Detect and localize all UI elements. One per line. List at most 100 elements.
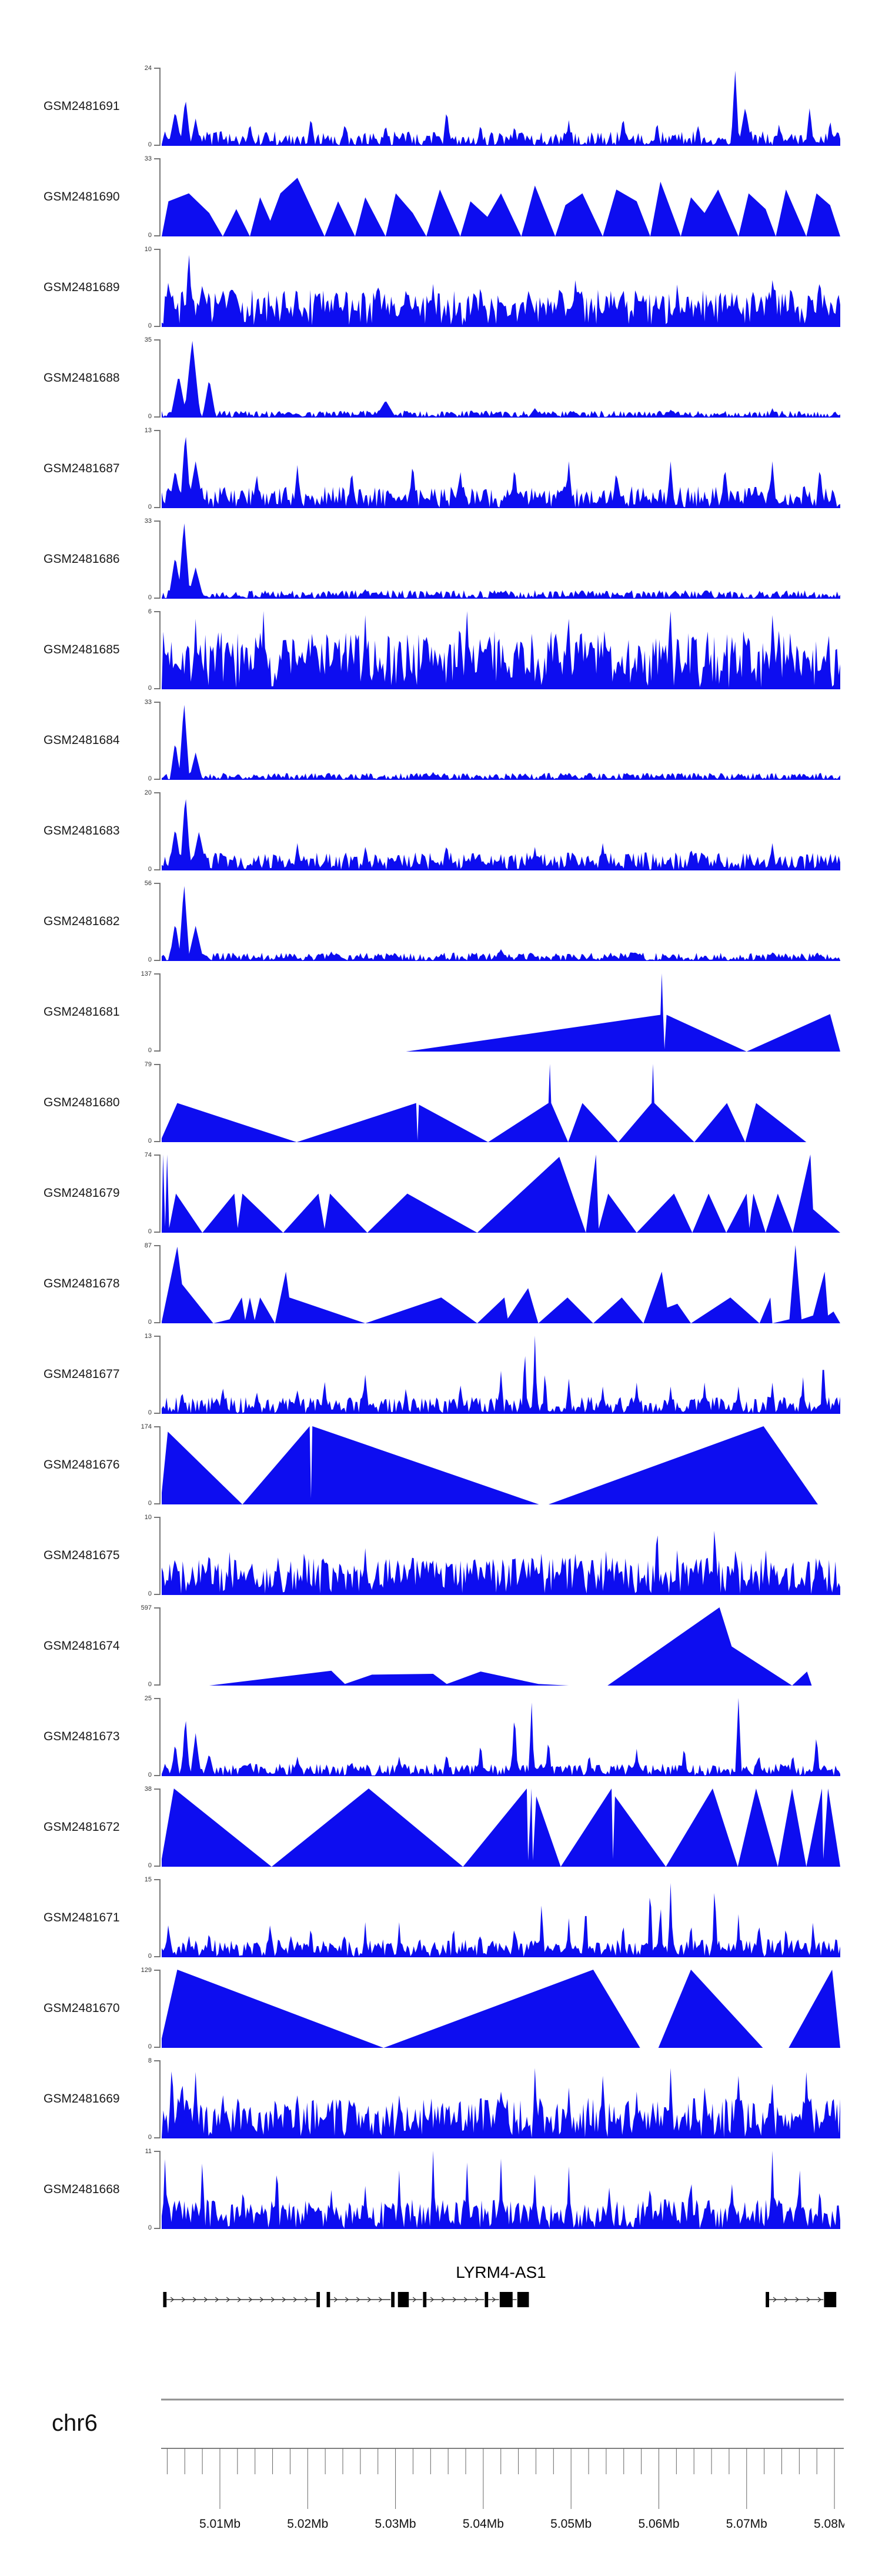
track-y-axis-tick xyxy=(154,68,159,69)
strand-arrow-icon xyxy=(203,2297,208,2303)
track-ymin-value: 0 xyxy=(148,594,152,601)
track-y-axis-tick xyxy=(154,235,159,236)
coverage-polygon xyxy=(162,1154,840,1233)
track-y-axis-line xyxy=(159,1607,161,1686)
coverage-track-row: GSM2481680 79 0 xyxy=(0,1061,882,1144)
genome-axis-svg: 5.01Mb 5.02Mb 5.03Mb 5.04Mb 5.05Mb 5.06Mb 5.07… xyxy=(161,2398,844,2531)
track-y-axis-tick xyxy=(154,1866,159,1867)
track-y-axis-line xyxy=(159,611,161,689)
coverage-area-plot xyxy=(162,178,840,236)
track-ymin-value: 0 xyxy=(148,2224,152,2231)
strand-arrow-icon xyxy=(248,2297,253,2303)
track-sample-label: GSM2481669 xyxy=(44,2091,120,2105)
track-y-axis-tick xyxy=(154,1698,159,1699)
exon-bar xyxy=(766,2292,769,2307)
coverage-track-row: GSM2481673 25 0 xyxy=(0,1695,882,1778)
track-ymin-value: 0 xyxy=(148,1681,152,1688)
track-ymin-value: 0 xyxy=(148,141,152,148)
track-sample-label: GSM2481674 xyxy=(44,1639,120,1653)
track-y-axis-line xyxy=(159,702,161,780)
track-y-axis-tick xyxy=(154,1245,159,1246)
coverage-track-row: GSM2481682 56 0 xyxy=(0,880,882,963)
track-ymin-value: 0 xyxy=(148,1228,152,1235)
track-ymax-value: 74 xyxy=(144,1152,152,1159)
axis-tick-label: 5.03Mb xyxy=(375,2517,416,2531)
track-y-axis-line xyxy=(159,1788,161,1867)
coverage-polygon xyxy=(162,1883,840,1957)
track-y-axis-tick xyxy=(154,960,159,961)
exon-bar xyxy=(423,2292,427,2307)
strand-arrow-icon xyxy=(412,2297,417,2303)
track-ymax-value: 6 xyxy=(148,608,152,615)
track-sample-label: GSM2481668 xyxy=(44,2182,120,2196)
coverage-polygon xyxy=(162,2068,840,2138)
track-y-axis-line xyxy=(159,68,161,146)
track-ymax-value: 33 xyxy=(144,518,152,525)
track-y-axis-line xyxy=(159,883,161,961)
track-y-axis-line xyxy=(159,1154,161,1233)
track-sample-label: GSM2481670 xyxy=(44,2001,120,2015)
coverage-area-plot xyxy=(162,705,840,780)
axis-tick-label: 5.06Mb xyxy=(638,2517,679,2531)
strand-arrow-icon xyxy=(452,2297,457,2303)
coverage-polygon xyxy=(162,1245,840,1323)
track-y-axis-tick xyxy=(154,1413,159,1414)
coverage-track-row: GSM2481675 10 0 xyxy=(0,1514,882,1597)
strand-arrow-icon xyxy=(259,2297,264,2303)
coverage-polygon xyxy=(162,255,840,327)
coverage-track-row: GSM2481685 6 0 xyxy=(0,608,882,692)
axis-tick-label: 5.02Mb xyxy=(287,2517,328,2531)
coverage-area-plot xyxy=(162,1064,840,1142)
track-ymax-value: 174 xyxy=(141,1423,152,1430)
strand-arrow-icon xyxy=(270,2297,275,2303)
track-ymax-value: 56 xyxy=(144,880,152,887)
track-y-axis-line xyxy=(159,339,161,418)
track-y-axis-tick xyxy=(154,1517,159,1518)
coverage-polygon xyxy=(162,1426,840,1504)
track-y-axis-tick xyxy=(154,326,159,327)
coverage-track-row: GSM2481687 13 0 xyxy=(0,427,882,510)
track-ymin-value: 0 xyxy=(148,956,152,963)
strand-arrow-icon xyxy=(795,2297,799,2303)
gene-track-title: LYRM4-AS1 xyxy=(456,2263,546,2281)
strand-arrow-icon xyxy=(181,2297,186,2303)
strand-arrow-icon xyxy=(492,2297,496,2303)
coverage-area-plot xyxy=(162,1788,840,1867)
track-y-axis-tick xyxy=(154,688,159,689)
track-ymin-value: 0 xyxy=(148,2134,152,2141)
track-ymax-value: 20 xyxy=(144,789,152,796)
track-y-axis-line xyxy=(159,430,161,508)
track-ymin-value: 0 xyxy=(148,1319,152,1326)
strand-arrow-icon xyxy=(817,2297,821,2303)
track-y-axis-tick xyxy=(154,869,159,870)
track-y-axis-tick xyxy=(154,702,159,703)
track-sample-label: GSM2481685 xyxy=(44,642,120,656)
track-ymin-value: 0 xyxy=(148,232,152,239)
chromosome-label: chr6 xyxy=(52,2410,98,2436)
track-ymin-value: 0 xyxy=(148,2043,152,2050)
strand-arrow-icon xyxy=(237,2297,242,2303)
coverage-polygon xyxy=(162,1698,840,1776)
track-ymax-value: 87 xyxy=(144,1242,152,1249)
coverage-polygon xyxy=(162,1064,840,1142)
track-y-axis-line xyxy=(159,1970,161,2048)
coverage-area-plot xyxy=(162,436,840,508)
track-y-axis-tick xyxy=(154,416,159,418)
track-y-axis-line xyxy=(159,1426,161,1504)
coverage-area-plot xyxy=(162,1698,840,1776)
track-y-axis-line xyxy=(159,1517,161,1595)
track-y-axis-tick xyxy=(154,1322,159,1323)
coverage-track-row: GSM2481689 10 0 xyxy=(0,246,882,329)
coverage-polygon xyxy=(162,1530,840,1595)
coverage-polygon xyxy=(162,1970,840,2048)
coverage-track-row: GSM2481678 87 0 xyxy=(0,1242,882,1326)
coverage-area-plot xyxy=(162,1426,840,1504)
coverage-area-plot xyxy=(162,341,840,418)
track-sample-label: GSM2481676 xyxy=(44,1457,120,1471)
coverage-track-row: GSM2481690 33 0 xyxy=(0,155,882,239)
track-y-axis-tick xyxy=(154,158,159,159)
coverage-polygon xyxy=(162,2151,840,2229)
exon-bar xyxy=(391,2292,395,2307)
coverage-polygon xyxy=(162,705,840,780)
track-y-axis-line xyxy=(159,1698,161,1776)
